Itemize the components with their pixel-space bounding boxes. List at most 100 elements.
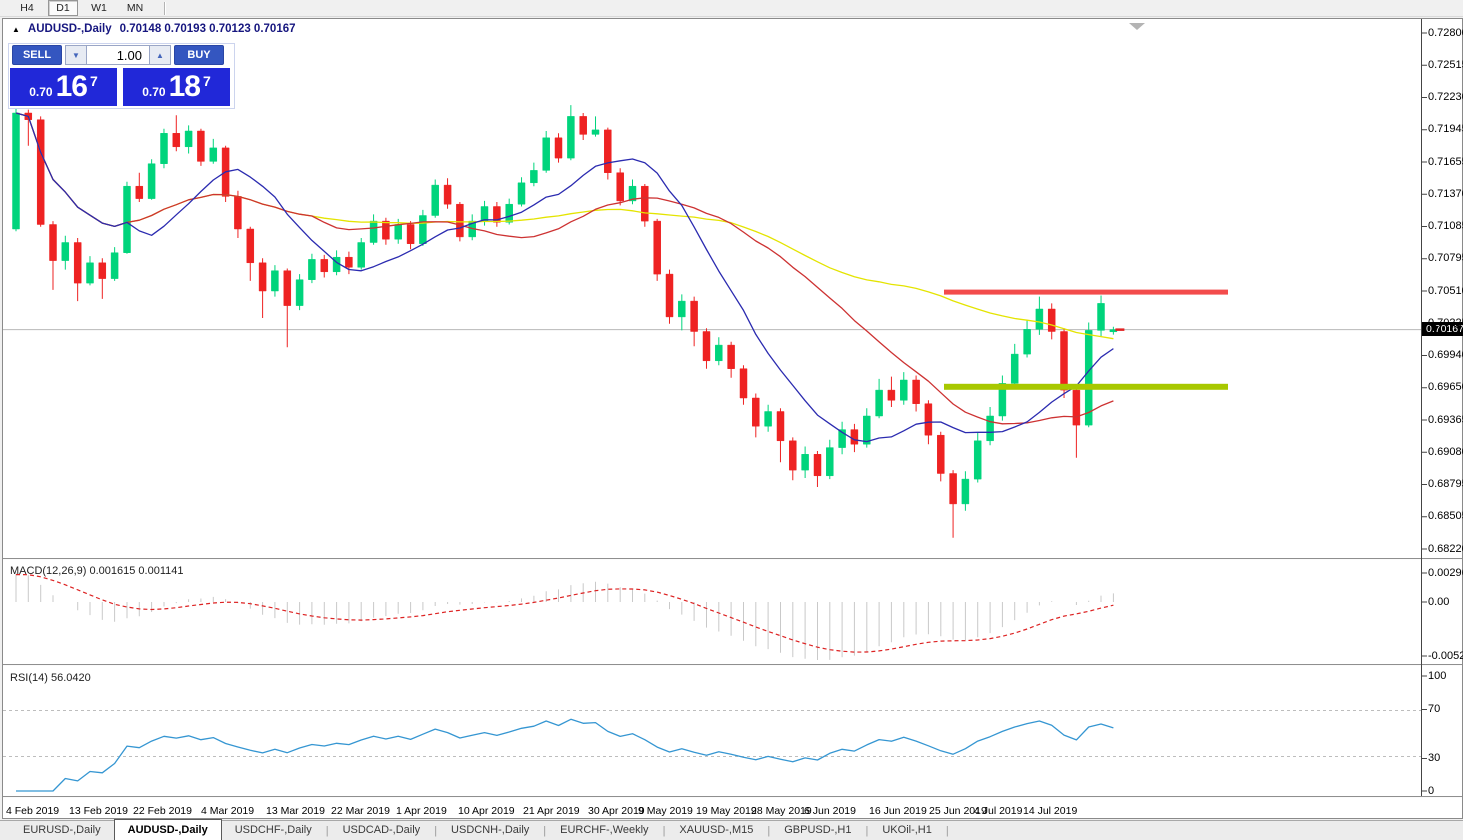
pane-separator-highlight [3,559,1462,560]
time-axis-label: 25 Jun 2019 [929,805,987,817]
chart-tab-usdcnh[interactable]: USDCNH-,Daily [451,824,530,836]
sell-button[interactable]: SELL [12,45,62,65]
chart-tab-audusd[interactable]: AUDUSD-,Daily [113,819,222,840]
price-axis-label: 0.70795 [1428,252,1463,265]
chart-tab-bar: EURUSD-,Daily AUDUSD-,Daily USDCHF-,Daily |… [0,819,1463,840]
time-axis-label: 21 Apr 2019 [523,805,580,817]
resistance-line-object[interactable] [944,289,1228,295]
buy-price-prefix: 0.70 [142,85,166,99]
chart-tab-gbpusd[interactable]: GBPUSD-,H1 [784,824,852,836]
rsi-axis-label: 30 [1428,752,1441,764]
last-price-marker [1115,328,1125,331]
sell-price-big-digits: 16 [55,70,88,103]
current-price-tag: 0.70167 [1422,322,1463,336]
trade-controls-row: SELL ▼ 1.00 ▲ BUY [12,45,224,65]
time-axis-label: 22 Mar 2019 [331,805,390,817]
toolbar-separator [164,1,166,15]
trade-prices-row: 0.70 16 7 0.70 18 7 [10,68,230,106]
rsi-axis-label: 0 [1428,784,1435,797]
chart-tab-xauusd[interactable]: XAUUSD-,M15 [679,824,754,836]
timeframe-button-mn[interactable]: MN [126,2,144,14]
time-axis-label: 9 May 2019 [638,805,693,817]
time-axis-label: 28 May 2019 [751,805,812,817]
toolbar-timeframes: H4 D1 W1 MN [12,0,156,16]
pane-separator-highlight [3,797,1462,798]
chart-tab-usdchf[interactable]: USDCHF-,Daily [234,824,312,836]
chart-tab-usdcad[interactable]: USDCAD-,Daily [342,824,421,836]
volume-spinner: ▼ 1.00 ▲ [65,45,171,65]
time-axis-label: 4 Feb 2019 [6,805,60,817]
sell-price-pipette: 7 [89,72,98,89]
volume-decrease-button[interactable]: ▼ [65,45,87,65]
time-axis-label: 22 Feb 2019 [133,805,192,817]
time-axis-label: 6 Jun 2019 [804,805,856,817]
rsi-line [16,718,1114,792]
macd-axis-label: 0.002962 [1428,566,1463,579]
chart-tab-eurusd[interactable]: EURUSD-,Daily [23,824,101,836]
pane-separator[interactable] [3,558,1462,559]
chart-window: ▲ AUDUSD-,Daily 0.70148 0.70193 0.70123 … [2,18,1463,819]
one-click-trading-panel: SELL ▼ 1.00 ▲ BUY 0.70 16 7 0.70 18 7 [8,43,235,109]
time-axis-label: 30 Apr 2019 [588,805,645,817]
timeframe-button-w1[interactable]: W1 [91,2,107,14]
macd-signal-line [15,574,1114,653]
pane-separator[interactable] [3,664,1462,665]
price-axis-label: 0.70225 [1428,316,1463,329]
ma-fast-line [15,112,1114,443]
tab-separator: | [865,824,869,837]
tab-separator: | [945,824,949,837]
rsi-axis-label: 100 [1428,669,1447,682]
rsi-axis-label: 70 [1428,703,1441,715]
support-line-object[interactable] [944,383,1228,390]
timeframe-button-h4[interactable]: H4 [20,2,34,14]
ma-mid-line [15,112,1114,425]
buy-price-big-digits: 18 [168,70,201,103]
volume-input[interactable]: 1.00 [87,45,149,65]
time-axis-label: 13 Mar 2019 [266,805,325,817]
tab-separator: | [767,824,771,837]
buy-button[interactable]: BUY [174,45,224,65]
tab-separator: | [543,824,547,837]
buy-price-pipette: 7 [202,72,211,89]
timeframe-button-d1[interactable]: D1 [48,0,78,16]
bull-candle-wicks [15,105,1114,511]
chart-shift-marker-icon[interactable] [1129,23,1145,30]
volume-increase-button[interactable]: ▲ [149,45,171,65]
time-axis-label: 4 Jul 2019 [974,805,1023,817]
time-axis-label: 10 Apr 2019 [458,805,515,817]
buy-price-display[interactable]: 0.70 18 7 [123,68,230,106]
price-axis-label: 0.68505 [1428,510,1463,523]
bear-candle-bodies [24,112,1081,505]
macd-axis-label: -0.005255 [1428,649,1463,662]
chart-ohlc-values: 0.70148 0.70193 0.70123 0.70167 [119,23,296,35]
chart-tab-ukoil[interactable]: UKOil-,H1 [882,824,932,836]
chart-symbol-label: AUDUSD-,Daily [27,23,112,35]
chart-header: ▲ AUDUSD-,Daily 0.70148 0.70193 0.70123 … [12,23,296,35]
tab-separator: | [325,824,329,837]
price-axis-label: 0.68795 [1428,478,1463,490]
macd-label: MACD(12,26,9) 0.001615 0.001141 [10,565,184,577]
rsi-label: RSI(14) 56.0420 [10,672,91,684]
chart-tab-eurchf[interactable]: EURCHF-,Weekly [560,824,649,836]
time-axis-label: 19 May 2019 [696,805,757,817]
pane-separator[interactable] [3,796,1462,797]
sell-price-display[interactable]: 0.70 16 7 [10,68,117,106]
collapse-triangle-icon[interactable]: ▲ [12,24,20,34]
time-axis-label: 16 Jun 2019 [869,805,927,817]
time-axis-label: 1 Apr 2019 [396,805,447,817]
bull-candle-bodies [12,112,1118,505]
pane-separator-highlight [3,665,1462,666]
chart-canvas[interactable] [3,19,1462,818]
price-axis-label: 0.72515 [1428,58,1463,71]
bear-candle-wicks [27,109,1077,538]
price-axis-label: 0.71655 [1428,155,1463,168]
